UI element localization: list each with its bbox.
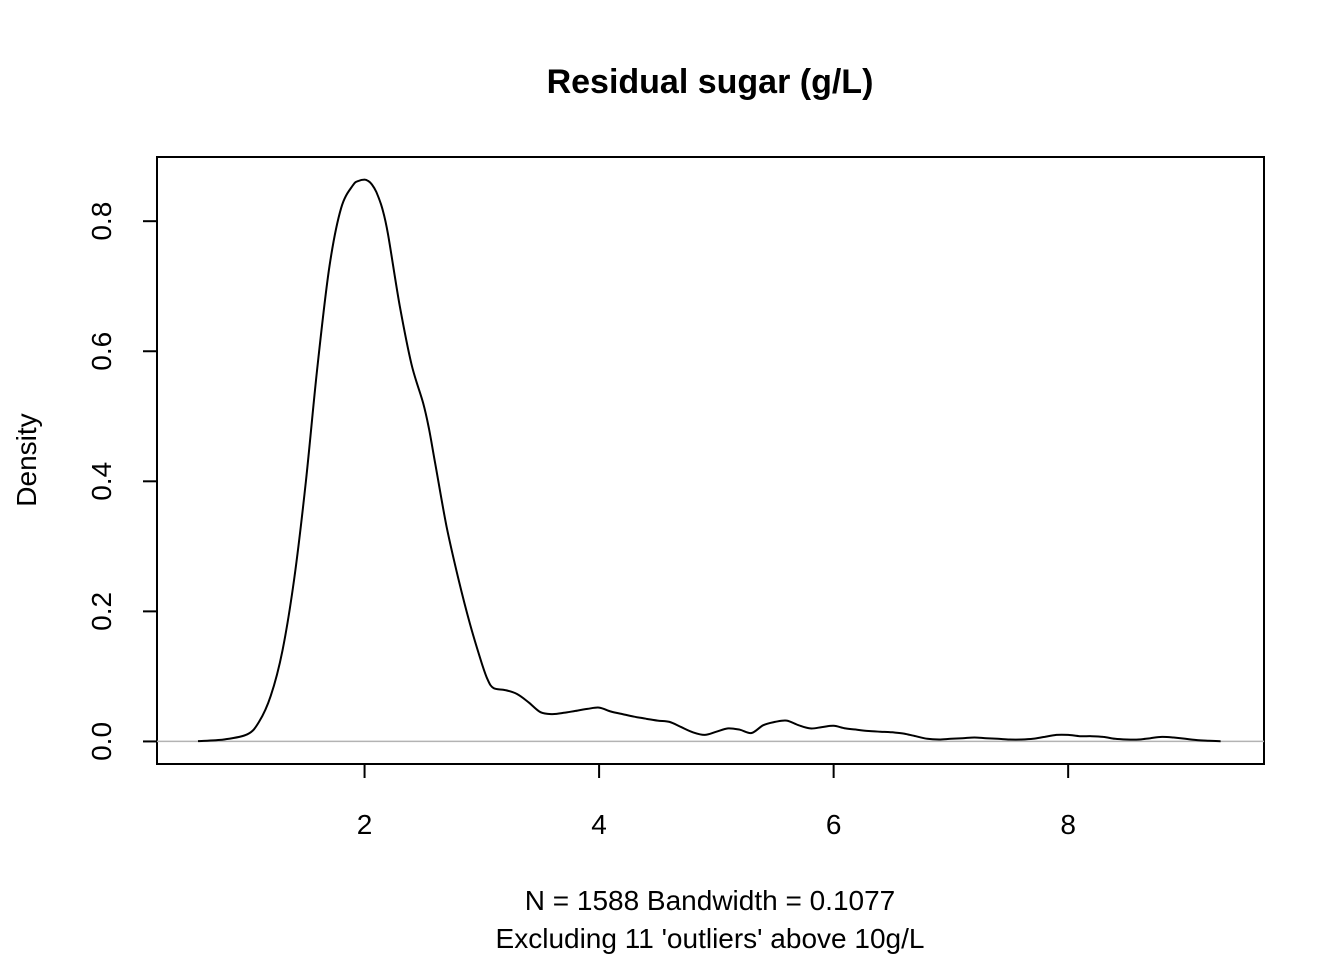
x-axis: 2 4 6 8 (357, 763, 1076, 840)
x-tick-label: 6 (826, 809, 842, 840)
x-tick-label: 4 (591, 809, 607, 840)
density-curve (197, 178, 1221, 743)
y-tick-label: 0.2 (86, 592, 117, 631)
y-tick-label: 0.0 (86, 722, 117, 761)
y-axis: 0.0 0.2 0.4 0.6 0.8 (86, 202, 158, 761)
y-tick-label: 0.6 (86, 332, 117, 371)
plot-frame (156, 156, 1265, 765)
x-tick-label: 8 (1060, 809, 1076, 840)
subtitle-line-1: N = 1588 Bandwidth = 0.1077 (525, 885, 896, 916)
x-tick-label: 2 (357, 809, 373, 840)
subtitle-line-2: Excluding 11 'outliers' above 10g/L (496, 923, 925, 954)
y-tick-label: 0.4 (86, 462, 117, 501)
chart-title: Residual sugar (g/L) (547, 63, 874, 101)
y-tick-label: 0.8 (86, 202, 117, 241)
y-axis-label: Density (11, 413, 42, 506)
